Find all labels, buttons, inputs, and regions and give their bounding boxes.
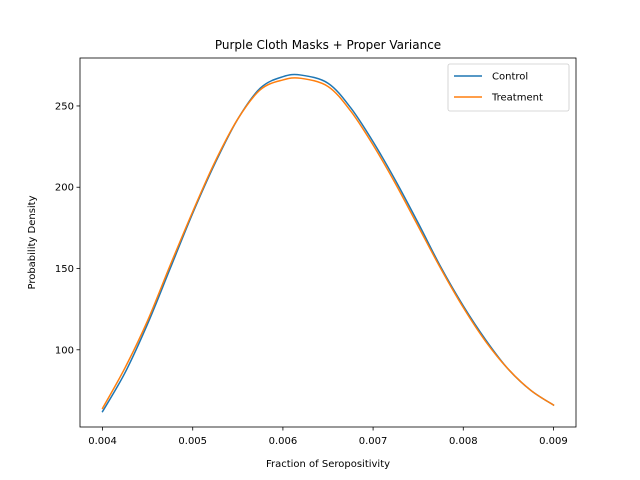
x-tick-label: 0.009: [539, 436, 568, 447]
x-tick-label: 0.007: [359, 436, 388, 447]
y-axis-label: Probability Density: [27, 195, 38, 289]
chart-title: Purple Cloth Masks + Proper Variance: [215, 38, 441, 52]
plot-area: [101, 73, 555, 413]
y-tick-label: 150: [55, 264, 74, 275]
axes-frame: [79, 57, 577, 428]
x-tick-label: 0.004: [88, 436, 117, 447]
y-tick-label: 200: [55, 183, 74, 194]
legend-label-treatment: Treatment: [491, 93, 543, 104]
series-line-treatment: [101, 77, 555, 410]
x-tick-label: 0.005: [178, 436, 207, 447]
series-line-control: [101, 73, 555, 413]
y-axis: 100 150 200 250: [55, 101, 80, 356]
x-tick-label: 0.006: [269, 436, 298, 447]
legend-label-control: Control: [492, 72, 528, 83]
y-tick-label: 250: [55, 101, 74, 112]
x-axis: 0.004 0.005 0.006 0.007 0.008 0.009: [88, 427, 568, 447]
y-tick-label: 100: [55, 345, 74, 356]
x-tick-label: 0.008: [449, 436, 478, 447]
x-axis-label: Fraction of Seropositivity: [266, 459, 390, 470]
legend: Control Treatment: [447, 63, 570, 112]
